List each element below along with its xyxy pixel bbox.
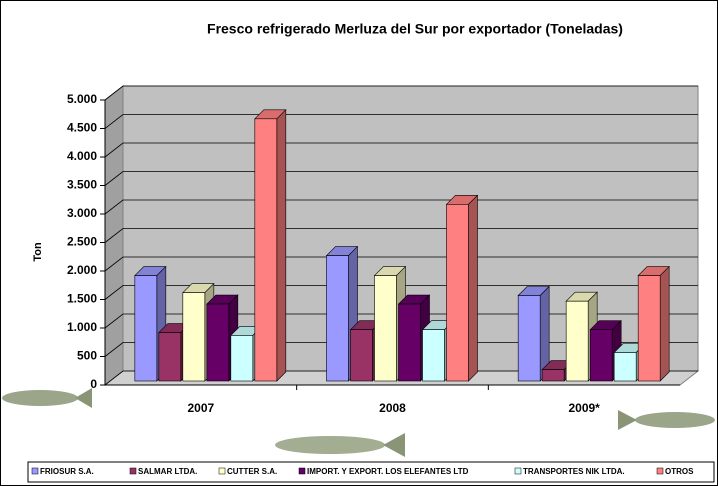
bar: [254, 118, 278, 382]
grid-line: [104, 313, 698, 329]
bar: [374, 275, 397, 382]
bar: [422, 329, 445, 382]
y-tick-label: 1.500: [67, 292, 97, 306]
legend-swatch: [514, 467, 522, 475]
y-tick-label: 4.000: [67, 149, 97, 163]
legend-label: SALMAR LTDA.: [138, 467, 197, 476]
grid-line: [104, 342, 698, 357]
bar: [637, 275, 661, 382]
legend-swatch: [129, 467, 137, 475]
grid-line: [104, 256, 698, 272]
bar: [589, 329, 613, 382]
bar-side: [659, 265, 670, 382]
bar: [446, 204, 469, 382]
grid-line: [104, 114, 698, 129]
x-tick-label: 2009*: [568, 401, 600, 415]
legend-label: CUTTER S.A.: [227, 467, 277, 476]
grid-line: [104, 199, 698, 215]
y-tick-label: 0: [90, 377, 97, 391]
y-tick-label: 5.000: [67, 92, 97, 106]
legend-swatch: [31, 467, 39, 475]
grid-line: [104, 370, 698, 386]
legend-box: [27, 461, 715, 483]
y-tick-label: 4.500: [67, 121, 97, 135]
grid-line: [104, 285, 698, 300]
legend-label: TRANSPORTES NIK LTDA.: [523, 467, 625, 476]
bar: [158, 332, 182, 382]
x-tick-label: 2008: [379, 401, 406, 415]
y-tick-label: 3.500: [67, 178, 97, 192]
bar: [206, 303, 230, 382]
bar: [398, 303, 421, 382]
legend-label: FRIOSUR S.A.: [40, 467, 94, 476]
bar: [541, 369, 565, 382]
y-tick-label: 1.000: [67, 320, 97, 334]
legend-label: IMPORT. Y EXPORT. LOS ELEFANTES LTD: [307, 467, 469, 476]
legend-swatch: [218, 467, 226, 475]
bar-side: [468, 194, 478, 382]
y-tick-label: 2.000: [67, 263, 97, 277]
bar: [134, 275, 158, 382]
bar: [182, 292, 206, 382]
fish-decoration: [2, 388, 715, 457]
bar: [230, 335, 254, 382]
bar: [326, 255, 349, 382]
legend-label: OTROS: [665, 467, 694, 476]
legend-swatch: [298, 467, 306, 475]
legend-swatch: [656, 467, 664, 475]
bar: [517, 295, 541, 382]
grid-line: [104, 171, 698, 186]
y-tick-label: 500: [77, 349, 97, 363]
bar: [613, 352, 637, 382]
grid-line: [104, 85, 698, 101]
grid-line: [104, 142, 698, 158]
x-tick-label: 2007: [187, 401, 214, 415]
bar: [565, 300, 589, 382]
y-tick-label: 2.500: [67, 235, 97, 249]
y-axis-label: Ton: [32, 242, 44, 262]
chart-title: Fresco refrigerado Merluza del Sur por e…: [207, 21, 623, 37]
bar-side: [276, 109, 287, 382]
bar: [350, 329, 373, 382]
grid-line: [104, 228, 698, 243]
y-tick-label: 3.000: [67, 206, 97, 220]
